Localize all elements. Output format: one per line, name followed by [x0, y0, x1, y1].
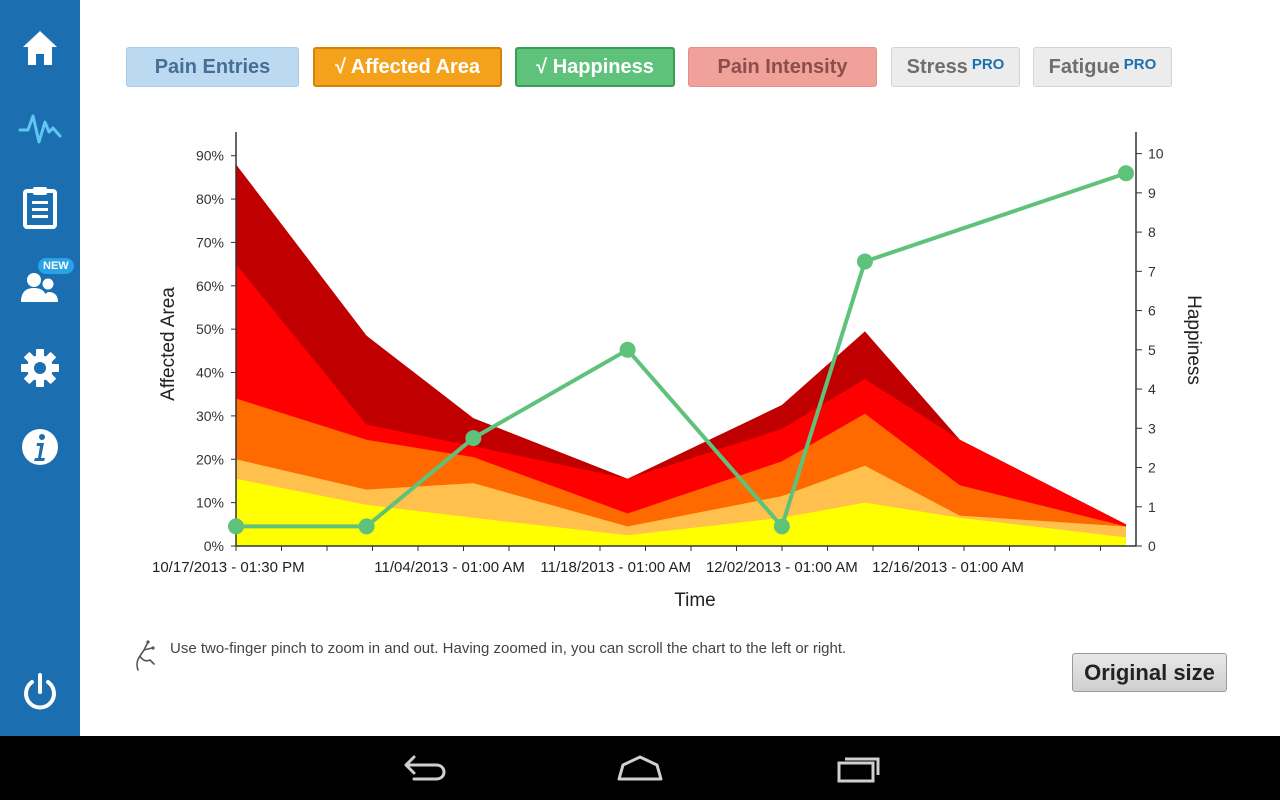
zoom-hint-text: Use two-finger pinch to zoom in and out.… — [170, 640, 847, 657]
nav-logout-button[interactable] — [0, 662, 80, 722]
users-icon — [21, 273, 58, 302]
right-axis-tick-label: 4 — [1148, 381, 1156, 397]
right-axis-tick-label: 3 — [1148, 420, 1156, 436]
nav-home-button[interactable] — [0, 18, 80, 78]
home-icon — [23, 31, 57, 65]
left-axis-tick-label: 10% — [196, 495, 224, 511]
right-axis-tick-label: 5 — [1148, 342, 1156, 358]
left-axis-tick-label: 90% — [196, 148, 224, 164]
right-axis-tick-label: 2 — [1148, 460, 1156, 476]
left-axis-tick-label: 50% — [196, 321, 224, 337]
affected-area-happiness-chart[interactable]: 0% 10% 20% 30% 40% 50% 60% 70% 80% 90% 0 1 2 3 4 5 6 7 8 9 1… — [120, 118, 1220, 618]
stress-pro-badge: PRO — [971, 55, 1005, 73]
back-icon — [404, 755, 446, 781]
right-axis-tick-label: 8 — [1148, 224, 1156, 240]
system-recents-button[interactable] — [828, 748, 888, 788]
system-back-button[interactable] — [394, 748, 454, 788]
right-axis-tick-label: 1 — [1148, 499, 1156, 515]
zoom-hint: Use two-finger pinch to zoom in and out.… — [132, 638, 846, 672]
area-layer-1 — [236, 478, 1126, 546]
left-axis-tick-label: 0% — [204, 538, 224, 554]
left-axis-tick-label: 60% — [196, 278, 224, 294]
left-axis-title: Affected Area — [158, 287, 179, 401]
x-axis-tick-label: 12/02/2013 - 01:00 AM — [706, 559, 858, 576]
fatigue-toggle[interactable]: Fatigue PRO — [1033, 47, 1172, 87]
original-size-button[interactable]: Original size — [1072, 653, 1227, 692]
pain-intensity-label: Pain Intensity — [717, 55, 848, 78]
stress-toggle[interactable]: Stress PRO — [891, 47, 1020, 87]
x-axis-tick-label: 12/16/2013 - 01:00 AM — [872, 559, 1024, 576]
right-axis-tick-label: 7 — [1148, 263, 1156, 279]
right-axis-tick-label: 6 — [1148, 303, 1156, 319]
power-icon — [24, 673, 56, 710]
sidebar: NEW — [0, 0, 80, 736]
happiness-point — [228, 518, 244, 535]
happiness-point — [1118, 165, 1134, 182]
nav-pain-chart-button[interactable] — [0, 98, 80, 158]
pain-entries-toggle[interactable]: Pain Entries — [126, 47, 299, 87]
right-axis-tick-label: 0 — [1148, 538, 1156, 554]
left-axis-tick-label: 30% — [196, 408, 224, 424]
affected-area-label: √ Affected Area — [334, 55, 481, 78]
info-icon — [22, 429, 58, 465]
x-axis-tick-label: 10/17/2013 - 01:30 PM — [152, 559, 305, 576]
recents-icon — [837, 757, 880, 783]
x-axis-tick-label: 11/18/2013 - 01:00 AM — [540, 559, 691, 576]
pinch-gesture-icon — [136, 640, 155, 671]
left-axis-tick-label: 40% — [196, 365, 224, 381]
pain-intensity-toggle[interactable]: Pain Intensity — [688, 47, 877, 87]
nav-settings-button[interactable] — [0, 338, 80, 398]
pain-entries-label: Pain Entries — [154, 55, 271, 78]
affected-area-toggle[interactable]: √ Affected Area — [313, 47, 502, 87]
fatigue-pro-badge: PRO — [1123, 55, 1157, 73]
home-outline-icon — [617, 755, 663, 781]
gear-icon — [21, 349, 59, 387]
pulse-icon — [18, 114, 62, 144]
system-home-button[interactable] — [610, 748, 670, 788]
happiness-point — [619, 341, 636, 358]
right-axis-title: Happiness — [1183, 295, 1204, 385]
happiness-point — [773, 518, 790, 535]
nav-journal-button[interactable] — [0, 177, 80, 237]
left-axis-tick-label: 80% — [196, 191, 224, 207]
fatigue-label: Fatigue — [1048, 55, 1120, 78]
system-nav-bar — [0, 736, 1280, 800]
happiness-toggle[interactable]: √ Happiness — [515, 47, 675, 87]
right-axis-tick-label: 10 — [1148, 146, 1164, 162]
nav-info-button[interactable] — [0, 417, 80, 477]
happiness-point — [856, 253, 873, 270]
nav-community-button[interactable]: NEW — [0, 256, 80, 316]
x-axis-title: Time — [674, 590, 716, 611]
x-axis-tick-label: 11/04/2013 - 01:00 AM — [374, 559, 525, 576]
right-axis-tick-label: 9 — [1148, 185, 1156, 201]
left-axis-tick-label: 70% — [196, 234, 224, 250]
happiness-label: √ Happiness — [536, 55, 654, 78]
happiness-point — [358, 518, 375, 535]
left-axis-tick-label: 20% — [196, 451, 224, 467]
stress-label: Stress — [906, 55, 968, 78]
original-size-label: Original size — [1084, 659, 1215, 685]
new-badge: NEW — [38, 258, 74, 274]
happiness-point — [465, 430, 482, 447]
clipboard-icon — [23, 187, 57, 229]
